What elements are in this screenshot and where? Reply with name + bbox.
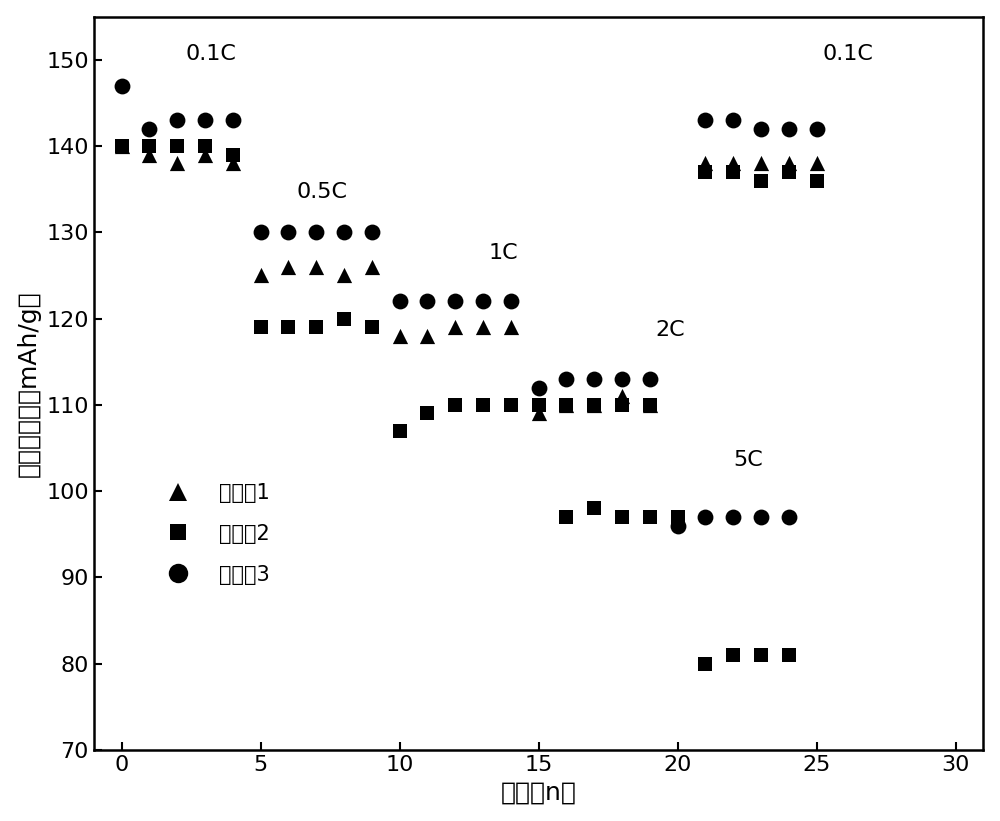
Point [280,226,296,239]
Text: 0.1C: 0.1C [185,44,236,64]
Point [809,174,825,187]
Point [503,321,519,334]
Point [670,511,686,524]
Point [753,511,769,524]
Point [114,140,130,153]
Point [225,148,241,161]
Point [697,113,713,126]
Point [364,321,380,334]
Point [781,511,797,524]
Point [781,649,797,662]
Point [225,157,241,170]
Point [642,511,658,524]
Point [614,511,630,524]
Point [697,165,713,178]
Point [753,649,769,662]
Point [725,157,741,170]
Point [503,398,519,411]
Point [475,398,491,411]
Point [697,511,713,524]
Point [558,511,574,524]
Point [725,511,741,524]
Point [558,373,574,386]
Point [392,295,408,308]
Point [586,373,602,386]
Legend: 实施例1, 实施例2, 实施例3: 实施例1, 实施例2, 实施例3 [149,475,279,593]
Point [809,122,825,135]
Text: 1C: 1C [488,242,518,263]
Point [197,148,213,161]
Point [141,122,157,135]
Point [558,398,574,411]
Point [697,657,713,670]
Point [614,398,630,411]
Point [169,113,185,126]
Point [781,157,797,170]
Point [809,157,825,170]
Text: 5C: 5C [733,450,763,470]
Point [558,398,574,411]
Point [614,373,630,386]
Point [781,122,797,135]
Point [253,269,269,282]
Point [781,165,797,178]
Point [725,113,741,126]
Point [308,321,324,334]
Point [253,226,269,239]
Point [392,329,408,342]
Point [753,174,769,187]
Point [642,398,658,411]
Point [503,295,519,308]
Point [169,157,185,170]
Point [642,398,658,411]
Point [169,140,185,153]
Point [336,312,352,325]
Point [280,321,296,334]
Text: 2C: 2C [655,320,685,340]
Point [114,140,130,153]
Point [253,321,269,334]
Point [419,295,435,308]
Point [475,321,491,334]
Point [197,140,213,153]
Point [336,226,352,239]
Y-axis label: 放电比容量（mAh/g）: 放电比容量（mAh/g） [17,290,41,477]
Point [336,269,352,282]
Point [308,260,324,273]
Point [531,381,547,394]
Point [197,113,213,126]
Point [447,321,463,334]
Point [697,157,713,170]
Point [725,165,741,178]
Point [586,502,602,515]
Point [614,390,630,403]
Point [225,113,241,126]
Point [419,407,435,420]
Point [364,226,380,239]
Point [642,373,658,386]
Point [114,79,130,92]
X-axis label: 循环（n）: 循环（n） [501,780,576,805]
Point [141,148,157,161]
Point [670,519,686,532]
Point [141,140,157,153]
Text: 0.5C: 0.5C [297,182,348,202]
Point [280,260,296,273]
Point [475,295,491,308]
Point [586,398,602,411]
Point [531,407,547,420]
Point [753,122,769,135]
Point [447,398,463,411]
Point [308,226,324,239]
Text: 0.1C: 0.1C [822,44,873,64]
Point [586,398,602,411]
Point [725,649,741,662]
Point [419,329,435,342]
Point [753,157,769,170]
Point [392,424,408,438]
Point [364,260,380,273]
Point [531,398,547,411]
Point [447,295,463,308]
